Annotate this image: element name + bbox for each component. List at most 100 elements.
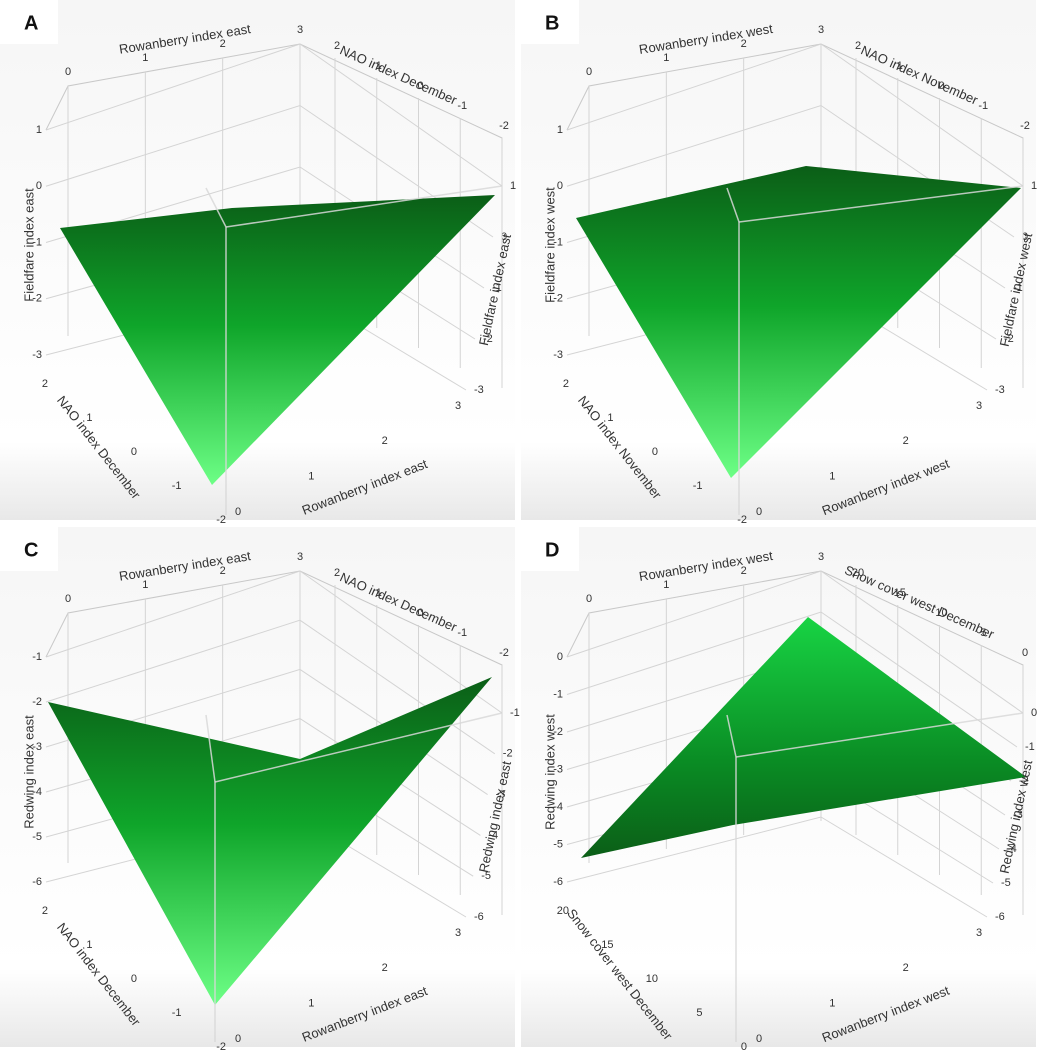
- panel-letter: A: [24, 12, 38, 34]
- z-tick-label: -3: [995, 384, 1005, 396]
- z-tick-label: 1: [1031, 180, 1037, 192]
- y-tick-label: 1: [86, 939, 92, 951]
- panel-letter-box: [0, 527, 58, 571]
- y-tick-label: 1: [376, 587, 382, 599]
- z-tick-label: -2: [32, 696, 42, 708]
- panel: -6 -6 -5 -5 -4 -4 -3 -3 -2 -2 -1 -1 0 0 1 1 2 2 3 3 -2 -2 -1 -1…: [0, 527, 520, 1053]
- box-edge: [205, 714, 216, 783]
- x-tick-label: 0: [235, 1033, 241, 1045]
- z-tick-label: -5: [481, 870, 491, 882]
- y-tick-label: 5: [980, 627, 986, 639]
- z-tick-label: -4: [488, 829, 498, 841]
- y-tick-label: -2: [1020, 120, 1030, 132]
- x-tick-label: 1: [829, 471, 835, 483]
- z-tick-label: -2: [553, 293, 563, 305]
- box-edge: [726, 187, 740, 223]
- z-tick-label: -3: [32, 349, 42, 361]
- z-tick-label: -1: [553, 236, 563, 248]
- z-tick-label: -6: [995, 911, 1005, 923]
- panel-letter: C: [24, 539, 38, 561]
- z-tick-label: -2: [1004, 333, 1014, 345]
- z-tick-label: 0: [501, 231, 507, 243]
- x-tick-label: 1: [142, 579, 148, 591]
- y-tick-label: 0: [131, 973, 137, 985]
- z-tick-label: -6: [553, 876, 563, 888]
- panel-letter-box: [521, 0, 579, 44]
- response-surface: [581, 617, 1026, 858]
- z-tick-label: 1: [510, 180, 516, 192]
- z-tick-label: 0: [36, 180, 42, 192]
- x-tick-label: 2: [741, 38, 747, 50]
- panel-letter-box: [521, 527, 579, 571]
- box-edge: [205, 187, 227, 228]
- axis-title: Fieldfare index east: [21, 188, 36, 302]
- x-tick-label: 1: [829, 998, 835, 1010]
- panel: -3-3-2-2-1-1001100112233-2-2-1-1001122Ro…: [521, 0, 1037, 526]
- box-edge: [225, 185, 503, 228]
- z-tick-label: -1: [32, 236, 42, 248]
- y-tick-label: 0: [652, 446, 658, 458]
- x-tick-label: 0: [756, 1033, 762, 1045]
- x-tick-label: 0: [235, 506, 241, 518]
- z-tick-label: -6: [32, 876, 42, 888]
- x-tick-label: 3: [297, 24, 303, 36]
- z-tick-label: -4: [1007, 843, 1017, 855]
- x-tick-label: 0: [65, 593, 71, 605]
- y-tick-label: 15: [601, 939, 613, 951]
- y-tick-label: 0: [131, 446, 137, 458]
- response-surface: [60, 195, 495, 485]
- box-edge: [726, 714, 737, 758]
- y-tick-label: 0: [417, 80, 423, 92]
- y-tick-label: -1: [978, 100, 988, 112]
- x-tick-label: 2: [382, 962, 388, 974]
- z-tick-label: 0: [1031, 707, 1037, 719]
- y-tick-label: 2: [42, 378, 48, 390]
- y-tick-label: 0: [741, 1041, 747, 1053]
- z-tick-label: -5: [32, 831, 42, 843]
- y-tick-label: 2: [563, 378, 569, 390]
- x-tick-label: 3: [976, 400, 982, 412]
- z-tick-label: -3: [32, 741, 42, 753]
- x-tick-label: 0: [586, 593, 592, 605]
- x-tick-label: 2: [220, 565, 226, 577]
- x-tick-label: 2: [382, 435, 388, 447]
- response-surface: [576, 166, 1021, 478]
- y-tick-label: 2: [334, 567, 340, 579]
- z-tick-label: -4: [553, 801, 563, 813]
- z-tick-label: -3: [553, 763, 563, 775]
- z-tick-label: -1: [1025, 741, 1035, 753]
- axis-title: Fieldfare index west: [542, 187, 557, 303]
- y-tick-label: -1: [172, 480, 182, 492]
- box-edge: [214, 712, 503, 783]
- y-tick-label: 20: [852, 567, 864, 579]
- z-tick-label: -1: [510, 707, 520, 719]
- response-surface: [48, 677, 492, 1005]
- y-tick-label: 2: [855, 40, 861, 52]
- y-tick-label: -2: [499, 647, 509, 659]
- z-tick-label: -2: [32, 293, 42, 305]
- z-tick-label: -5: [553, 838, 563, 850]
- x-tick-label: 0: [65, 66, 71, 78]
- panel: -3-3-2-2-1-1001100112233-2-2-1-1001122Ro…: [0, 0, 516, 526]
- y-tick-label: -1: [172, 1007, 182, 1019]
- x-tick-label: 1: [308, 998, 314, 1010]
- y-tick-label: 15: [894, 587, 906, 599]
- x-tick-label: 2: [903, 435, 909, 447]
- x-tick-label: 2: [741, 565, 747, 577]
- x-tick-label: 3: [455, 927, 461, 939]
- x-tick-label: 1: [142, 52, 148, 64]
- y-tick-label: 1: [897, 60, 903, 72]
- z-tick-label: -1: [492, 282, 502, 294]
- y-tick-label: 1: [86, 412, 92, 424]
- axis-title: Redwing index east: [21, 715, 36, 829]
- x-tick-label: 1: [308, 471, 314, 483]
- z-tick-label: -3: [496, 789, 506, 801]
- y-tick-label: -2: [499, 120, 509, 132]
- panel-letter: B: [545, 12, 559, 34]
- x-tick-label: 1: [663, 52, 669, 64]
- axis-title: Redwing index west: [542, 714, 557, 830]
- z-tick-label: -1: [32, 651, 42, 663]
- z-tick-label: -1: [1013, 282, 1023, 294]
